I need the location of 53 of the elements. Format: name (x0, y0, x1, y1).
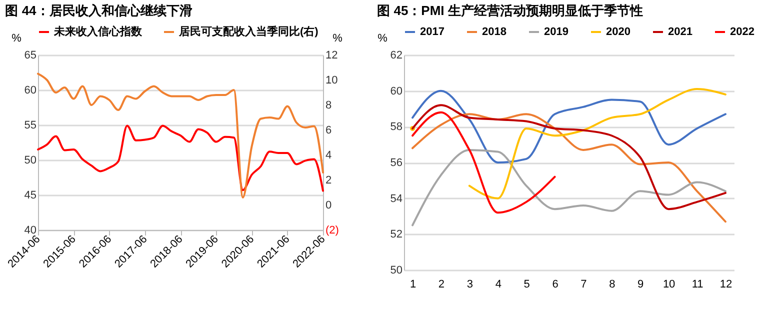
y2-tick-label: 8 (326, 100, 332, 112)
line-series (412, 90, 726, 164)
line-series (412, 111, 556, 214)
legend-label: 2019 (544, 26, 568, 38)
y2-tick-label: (2) (326, 224, 339, 236)
line-series (412, 104, 726, 210)
y2-tick-label: 6 (326, 124, 332, 136)
x-tick-label: 1 (410, 278, 416, 290)
y-tick-label: 62 (390, 50, 402, 62)
legend-label: 未来收入信心指数 (53, 25, 143, 38)
y-tick-label: 60 (24, 84, 36, 96)
y-tick-label: 52 (390, 228, 402, 241)
line-series (412, 113, 726, 223)
y2-tick-label: 0 (326, 200, 332, 212)
y-tick-label: 54 (390, 192, 402, 205)
x-tick-label: 11 (692, 278, 704, 290)
y-axis-title: % (12, 32, 22, 44)
y-tick-label: 60 (390, 85, 402, 98)
legend-label: 2021 (668, 26, 692, 38)
legend-label: 2017 (420, 26, 444, 38)
legend-label: 2018 (482, 26, 506, 38)
y-tick-label: 65 (24, 50, 36, 62)
y2-tick-label: 4 (326, 150, 332, 162)
line-series (37, 72, 324, 198)
line-series (412, 148, 726, 226)
y-tick-label: 40 (24, 224, 36, 236)
x-tick-label: 2 (438, 278, 445, 290)
y-tick-label: 50 (390, 264, 402, 276)
x-tick-label: 5 (524, 278, 530, 290)
x-tick-label: 7 (580, 278, 587, 290)
x-tick-label: 3 (466, 278, 473, 290)
y-tick-label: 45 (24, 190, 36, 202)
chart-title: 图 45：PMI 生产经营活动预期明显低于季节性 (377, 3, 643, 18)
chart-title: 图 44：居民收入和信心继续下滑 (5, 3, 192, 18)
y-tick-label: 56 (390, 157, 402, 169)
y2-axis-title: % (332, 32, 343, 44)
legend-label: 2020 (606, 26, 630, 38)
y-tick-label: 50 (24, 154, 36, 166)
y2-tick-label: 12 (326, 50, 338, 62)
y-tick-label: 58 (390, 121, 402, 134)
x-tick-label: 9 (638, 278, 644, 290)
x-tick-label: 12 (720, 278, 732, 290)
y-axis-title: % (378, 32, 388, 44)
line-series (37, 124, 324, 192)
y2-tick-label: 2 (326, 174, 332, 186)
x-tick-label: 6 (552, 278, 558, 290)
y2-tick-label: 10 (326, 74, 338, 86)
x-tick-label: 8 (609, 278, 616, 290)
x-tick-label: 10 (662, 278, 676, 290)
legend-label: 居民可支配收入当季同比(右) (178, 25, 319, 38)
x-tick-label: 4 (495, 278, 502, 290)
y-tick-label: 55 (24, 120, 36, 132)
legend-label: 2022 (730, 26, 754, 38)
